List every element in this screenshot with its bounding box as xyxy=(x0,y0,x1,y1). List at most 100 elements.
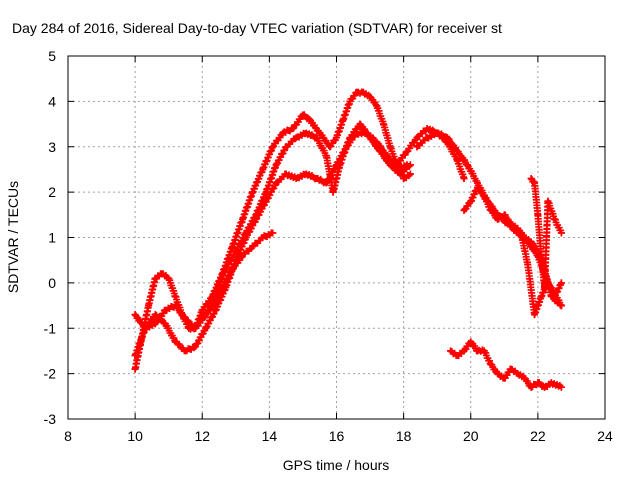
data-point xyxy=(312,175,320,183)
data-point xyxy=(537,252,545,260)
data-point xyxy=(279,129,287,137)
data-point xyxy=(359,88,367,96)
data-point xyxy=(386,161,394,169)
data-point xyxy=(242,229,250,237)
plot-area xyxy=(131,88,565,391)
x-tick-label: 18 xyxy=(396,428,412,444)
data-point xyxy=(551,215,559,223)
data-point xyxy=(232,247,240,255)
data-point xyxy=(527,383,535,391)
data-point xyxy=(171,292,179,300)
data-point xyxy=(339,116,347,124)
series-track-g xyxy=(413,129,468,183)
data-point xyxy=(557,229,565,237)
data-point xyxy=(249,243,257,251)
data-point xyxy=(494,215,502,223)
data-point xyxy=(312,134,320,142)
data-point xyxy=(514,370,522,378)
data-point xyxy=(239,215,247,223)
data-point xyxy=(282,143,290,151)
data-point xyxy=(346,97,354,105)
data-point xyxy=(473,184,481,192)
data-point xyxy=(151,274,159,282)
data-point xyxy=(161,320,169,328)
data-point xyxy=(131,351,139,359)
data-point xyxy=(551,292,559,300)
data-point xyxy=(239,252,247,260)
data-point xyxy=(151,311,159,319)
data-point xyxy=(262,188,270,196)
data-points xyxy=(393,125,565,310)
data-point xyxy=(423,125,431,133)
data-point xyxy=(306,116,314,124)
data-point xyxy=(460,175,468,183)
x-tick-label: 20 xyxy=(463,428,479,444)
data-point xyxy=(494,370,502,378)
series-track-e xyxy=(198,229,277,323)
data-point xyxy=(544,197,552,205)
data-point xyxy=(500,211,508,219)
data-point xyxy=(531,311,539,319)
data-point xyxy=(376,147,384,155)
data-point xyxy=(480,347,488,355)
data-point xyxy=(500,374,508,382)
data-point xyxy=(131,365,139,373)
data-point xyxy=(292,175,300,183)
data-point xyxy=(514,224,522,232)
data-point xyxy=(292,134,300,142)
data-point xyxy=(131,311,139,319)
data-point xyxy=(346,134,354,142)
data-point xyxy=(433,129,441,137)
y-axis-label: SDTVAR / TECUs xyxy=(5,181,21,293)
x-tick-label: 14 xyxy=(262,428,278,444)
data-point xyxy=(171,302,179,310)
data-point xyxy=(447,347,455,355)
x-tick-label: 16 xyxy=(329,428,345,444)
data-point xyxy=(467,338,475,346)
y-tick-label: -1 xyxy=(44,320,57,336)
data-point xyxy=(507,220,515,228)
data-point xyxy=(524,261,532,269)
data-point xyxy=(423,134,431,142)
plot-frame xyxy=(67,55,606,420)
data-point xyxy=(249,188,257,196)
data-point xyxy=(557,383,565,391)
data-point xyxy=(537,292,545,300)
data-point xyxy=(161,306,169,314)
data-point xyxy=(460,206,468,214)
data-point xyxy=(460,347,468,355)
data-point xyxy=(413,143,421,151)
data-point xyxy=(386,143,394,151)
x-tick-label: 10 xyxy=(127,428,143,444)
data-point xyxy=(557,302,565,310)
data-point xyxy=(192,342,200,350)
y-tick-label: -2 xyxy=(44,366,57,382)
data-point xyxy=(487,206,495,214)
data-point xyxy=(269,143,277,151)
y-tick-label: 5 xyxy=(48,48,56,64)
data-point xyxy=(527,175,535,183)
data-point xyxy=(353,88,361,96)
data-point xyxy=(366,134,374,142)
data-point xyxy=(336,161,344,169)
y-tick-label: 1 xyxy=(48,230,56,246)
data-point xyxy=(299,111,307,119)
x-tick-label: 12 xyxy=(194,428,210,444)
data-point xyxy=(333,134,340,142)
x-tick-label: 22 xyxy=(530,428,546,444)
data-point xyxy=(141,324,149,332)
series-track-d xyxy=(131,120,414,333)
data-point xyxy=(473,347,481,355)
data-point xyxy=(312,125,320,133)
data-point xyxy=(527,238,535,246)
data-point xyxy=(171,338,179,346)
data-point xyxy=(400,175,408,183)
data-point xyxy=(282,170,290,178)
data-point xyxy=(319,134,327,142)
y-tick-label: 0 xyxy=(48,275,56,291)
data-point xyxy=(453,351,461,359)
x-axis-label: GPS time / hours xyxy=(283,457,390,473)
chart-title: Day 284 of 2016, Sidereal Day-to-day VTE… xyxy=(12,20,502,36)
data-point xyxy=(289,125,297,133)
